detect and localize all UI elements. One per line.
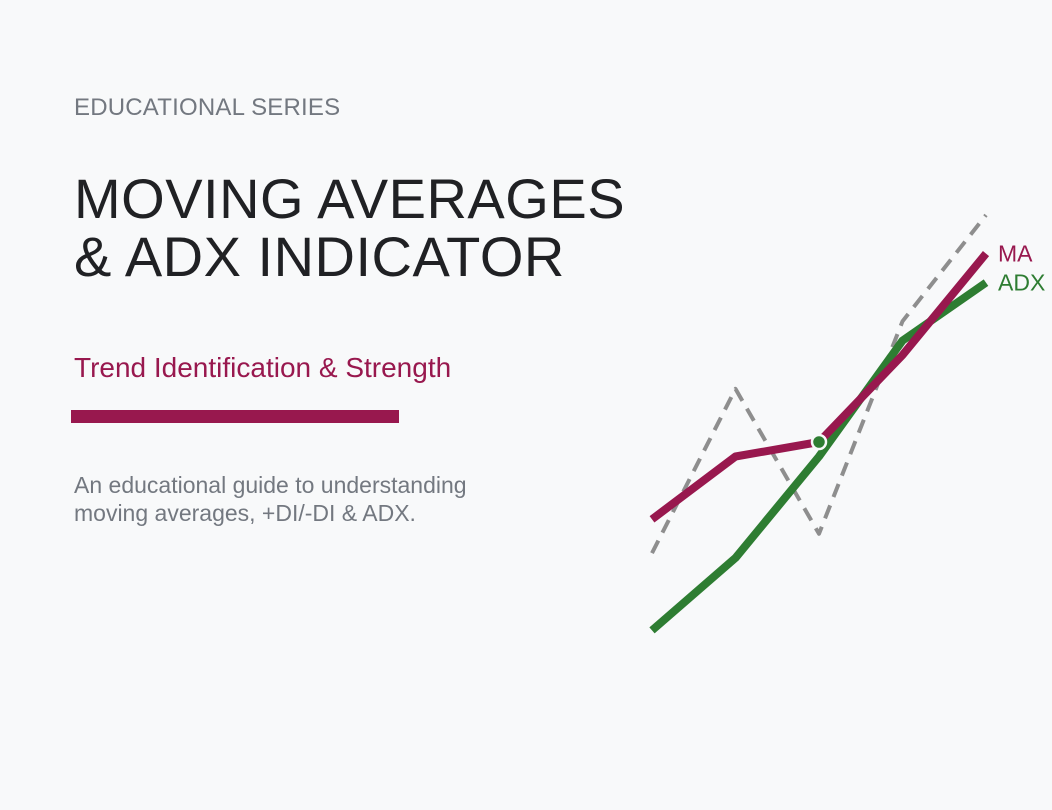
description: An educational guide to understanding mo… <box>74 471 467 527</box>
series-line-price <box>650 213 988 555</box>
series-line-ma <box>649 251 990 523</box>
series-label-ma: MA <box>998 241 1033 267</box>
page-title: MOVING AVERAGES & ADX INDICATOR <box>74 170 625 286</box>
description-line-1: An educational guide to understanding <box>74 472 467 498</box>
accent-divider <box>71 410 399 423</box>
title-line-1: MOVING AVERAGES <box>74 167 626 230</box>
title-line-2: & ADX INDICATOR <box>74 225 565 288</box>
series-line-adx <box>649 279 989 634</box>
crossover-marker <box>810 433 828 451</box>
series-label-adx: ADX <box>998 270 1045 296</box>
description-line-2: moving averages, +DI/-DI & ADX. <box>74 500 416 526</box>
subtitle: Trend Identification & Strength <box>74 352 452 383</box>
series-label: EDUCATIONAL SERIES <box>74 94 341 121</box>
